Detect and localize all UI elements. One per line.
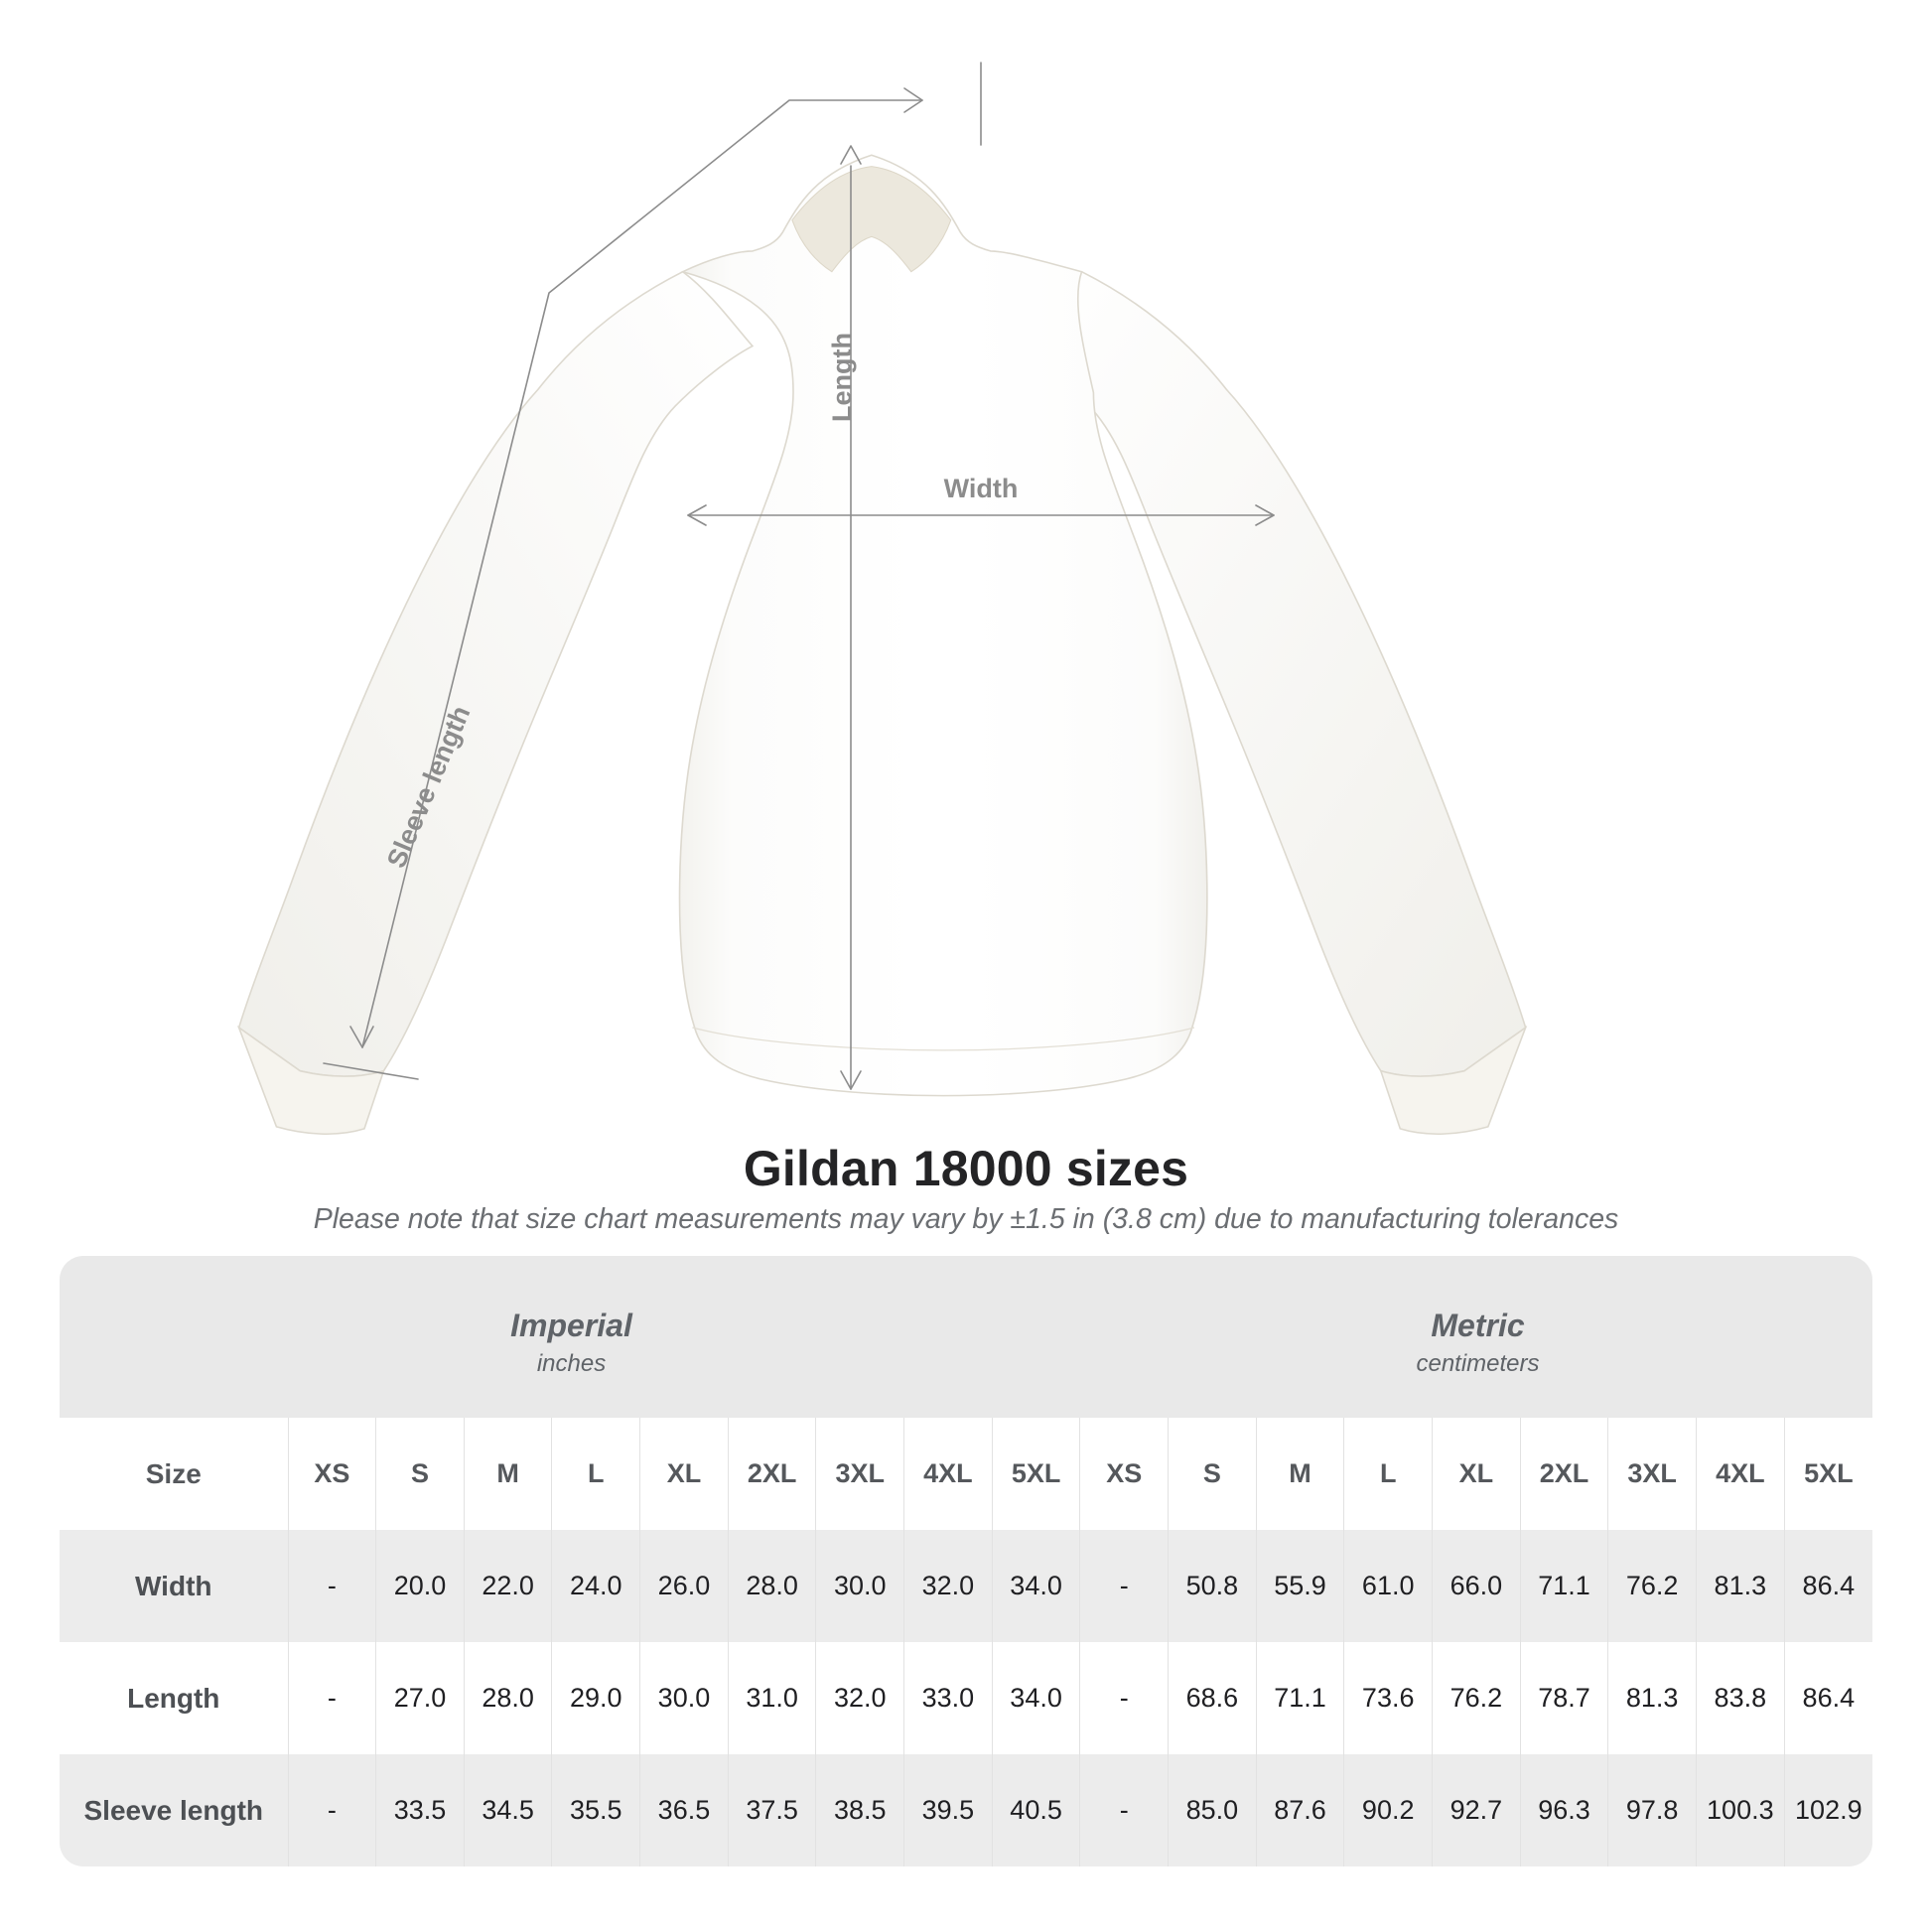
svg-text:Width: Width xyxy=(944,474,1019,503)
svg-text:Length: Length xyxy=(827,333,857,422)
